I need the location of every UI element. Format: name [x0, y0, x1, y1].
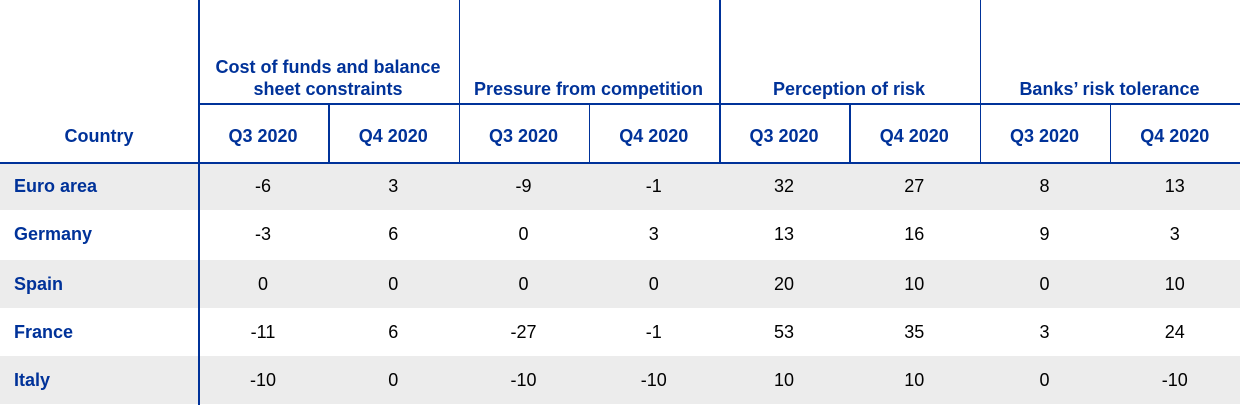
row-label: Germany	[14, 223, 93, 244]
value-cell: 16	[904, 223, 925, 244]
divider	[198, 103, 1240, 105]
value-cell: 24	[1164, 321, 1185, 342]
row-shade	[0, 356, 1240, 404]
value-cell: 10	[904, 369, 925, 390]
value-cell: -10	[249, 369, 276, 390]
value-cell: -10	[510, 369, 537, 390]
column-header: Q3 2020	[488, 126, 559, 146]
column-header: Q3 2020	[749, 126, 819, 146]
value-cell: 20	[773, 273, 795, 294]
column-header: Q3 2020	[228, 126, 298, 146]
value-cell: 10	[1164, 273, 1185, 294]
value-cell: 32	[773, 175, 795, 196]
value-cell: -3	[254, 223, 271, 244]
value-cell: 8	[1039, 175, 1050, 196]
row-label: Italy	[14, 369, 51, 390]
value-cell: 3	[388, 175, 399, 196]
row-label: France	[14, 321, 74, 342]
group-header: Perception of risk	[772, 79, 926, 99]
divider	[458, 0, 460, 162]
value-cell: -9	[515, 175, 532, 196]
row-label: Euro area	[14, 175, 98, 196]
value-cell: 35	[904, 321, 925, 342]
value-cell: 13	[1164, 175, 1185, 196]
divider	[328, 103, 330, 162]
divider	[979, 0, 981, 162]
value-cell: 3	[648, 223, 659, 244]
group-header: Pressure from competition	[473, 79, 704, 99]
value-cell: 0	[1039, 369, 1050, 390]
value-cell: 13	[773, 223, 795, 244]
value-cell: 9	[1039, 223, 1050, 244]
value-cell: -6	[254, 175, 271, 196]
value-cell: 0	[648, 273, 659, 294]
divider	[719, 0, 721, 162]
value-cell: 0	[388, 369, 399, 390]
value-cell: 3	[1169, 223, 1180, 244]
value-cell: 0	[388, 273, 399, 294]
value-cell: 0	[1039, 273, 1050, 294]
column-header: Q4 2020	[879, 126, 949, 146]
column-header: Q4 2020	[1140, 126, 1210, 146]
value-cell: 3	[1039, 321, 1050, 342]
value-cell: -10	[1161, 369, 1188, 390]
column-header: Q3 2020	[1009, 126, 1080, 146]
divider	[198, 0, 200, 405]
value-cell: 6	[388, 223, 399, 244]
value-cell: -10	[640, 369, 667, 390]
row-shade	[0, 162, 1240, 210]
value-cell: 0	[518, 273, 529, 294]
value-cell: 10	[904, 273, 925, 294]
value-cell: 53	[773, 321, 795, 342]
row-shade	[0, 260, 1240, 308]
value-cell: -11	[250, 321, 276, 342]
value-cell: -1	[645, 321, 662, 342]
value-cell: 10	[773, 369, 795, 390]
divider	[588, 103, 591, 162]
column-header: Q4 2020	[358, 126, 428, 146]
value-cell: 27	[904, 175, 925, 196]
value-cell: 6	[388, 321, 399, 342]
value-cell: -1	[645, 175, 662, 196]
group-header: Cost of funds and balance sheet constrai…	[215, 57, 441, 99]
value-cell: 0	[257, 273, 268, 294]
row-label: Spain	[14, 273, 64, 294]
divider	[0, 162, 1240, 164]
group-header: Banks’ risk tolerance	[1019, 79, 1200, 99]
divider	[849, 103, 851, 162]
value-cell: -27	[510, 321, 537, 342]
column-header: Country	[64, 126, 134, 146]
column-header: Q4 2020	[619, 126, 689, 146]
value-cell: 0	[518, 223, 529, 244]
divider	[1109, 103, 1112, 162]
